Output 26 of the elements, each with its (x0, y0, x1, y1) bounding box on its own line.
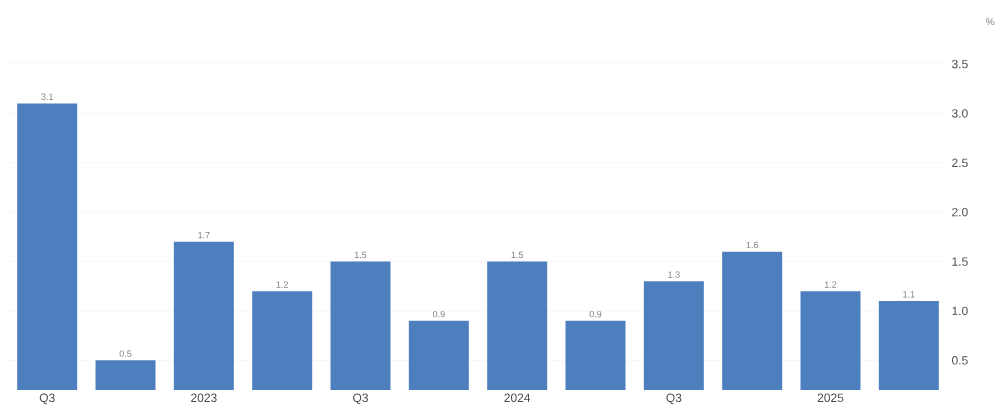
data-label: 1.3 (668, 271, 680, 278)
data-label: 1.5 (354, 251, 367, 259)
x-tick-label: Q3 (353, 393, 368, 405)
y-tick-label: 2.0 (952, 207, 968, 217)
x-tick-label: 2024 (504, 393, 531, 403)
y-tick-label: 3.0 (951, 109, 968, 118)
data-label: 1.6 (746, 241, 759, 249)
y-axis-title: % (986, 18, 995, 26)
data-label: 1.2 (276, 281, 288, 288)
x-tick-label: 2023 (191, 393, 217, 403)
y-tick-label: 3.5 (951, 59, 968, 69)
x-tick-label: Q3 (666, 393, 682, 405)
data-label: 0.9 (589, 310, 602, 318)
y-tick-label: 1.5 (952, 257, 968, 266)
y-tick-label: 2.5 (952, 158, 968, 168)
data-label: 1.2 (824, 281, 837, 288)
y-tick-label: 1.0 (952, 306, 968, 316)
data-label: 1.5 (511, 251, 524, 259)
data-label: 1.1 (903, 291, 915, 298)
data-label: 3.1 (41, 93, 53, 100)
x-tick-label: 2025 (817, 393, 844, 403)
data-label: 0.5 (119, 350, 132, 357)
data-label: 0.9 (432, 310, 445, 318)
y-tick-label: 0.5 (952, 356, 968, 365)
x-tick-label: Q3 (39, 393, 55, 405)
data-label: 1.7 (198, 232, 210, 239)
